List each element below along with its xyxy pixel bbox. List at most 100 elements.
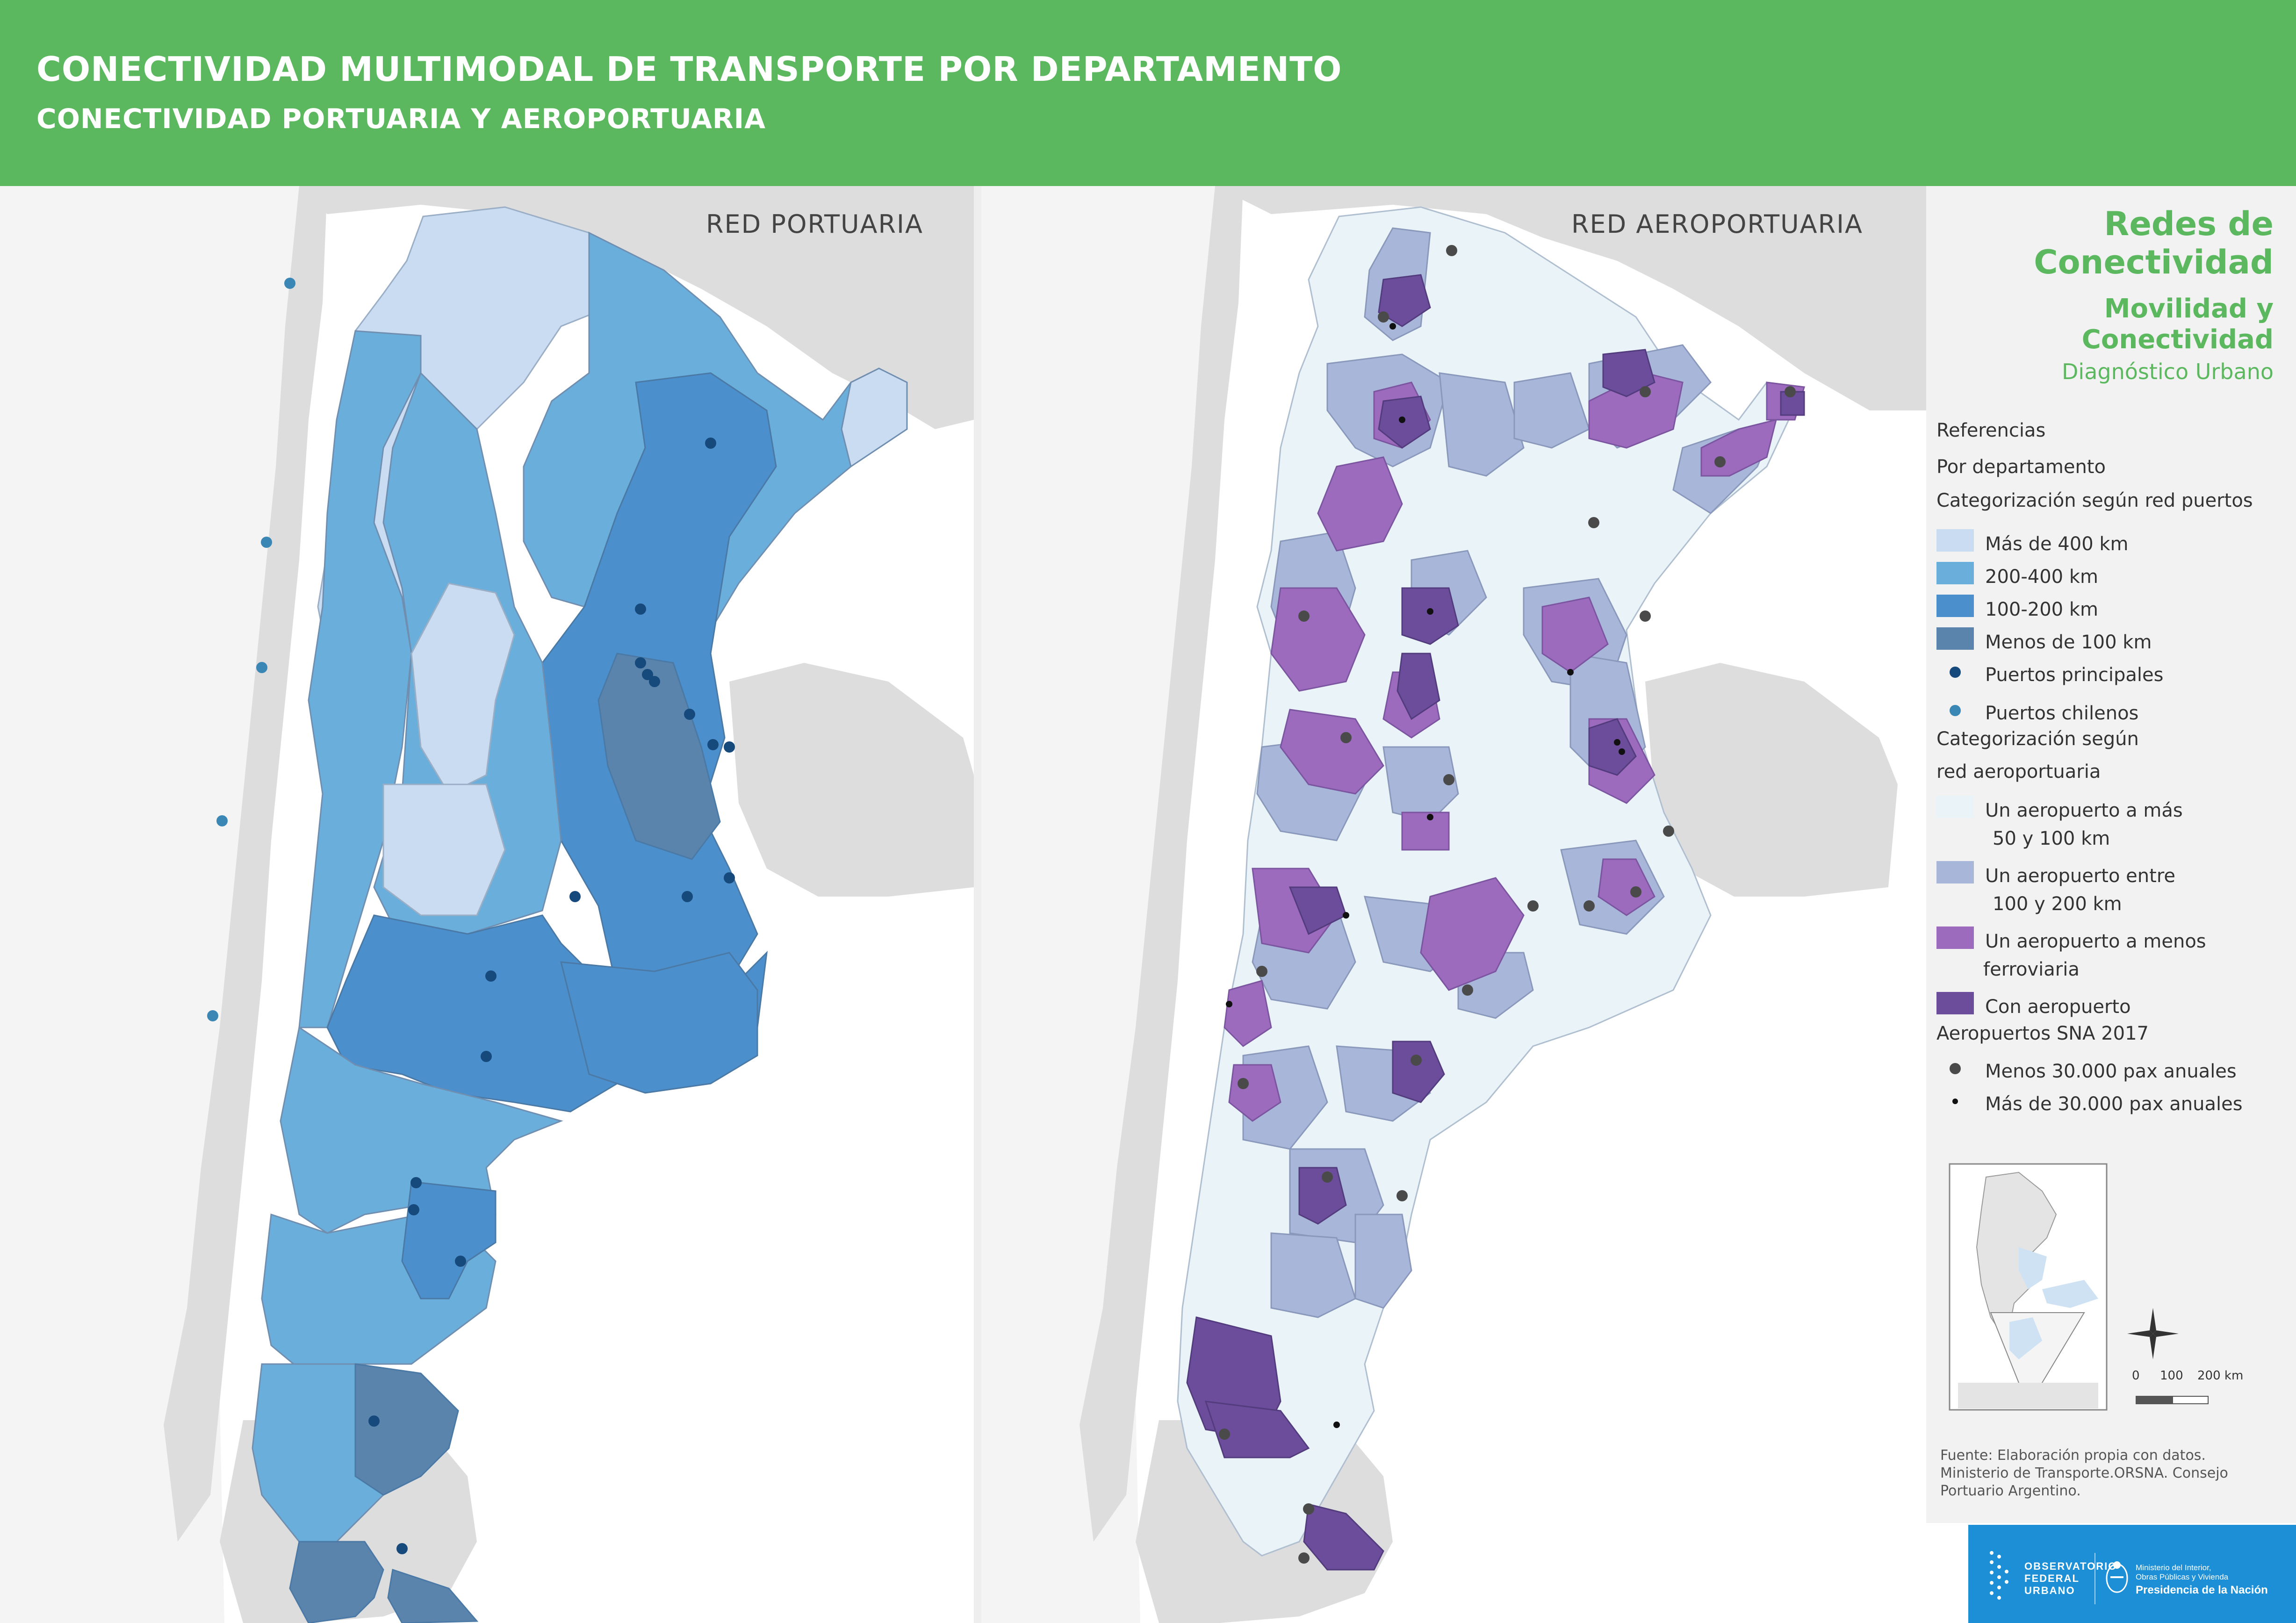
port-chile-dot-icon <box>1950 705 1961 716</box>
inset-sea-2 <box>2042 1280 2098 1308</box>
port-main-dot <box>481 1051 492 1062</box>
scale-label-0: 0 <box>2132 1369 2140 1383</box>
region-tdf-island <box>387 1569 479 1623</box>
inset-antarctic-peninsula <box>2009 1317 2042 1359</box>
airport-small-dot <box>1583 900 1595 912</box>
port-main-dot <box>408 1204 419 1215</box>
port-main-dot <box>684 709 695 720</box>
legend-title: Redes de Conectividad <box>2034 205 2274 281</box>
legend-swatch <box>1936 992 1974 1014</box>
airport-small-dot <box>1446 245 1457 256</box>
airport-small-dot <box>1219 1429 1230 1440</box>
legend-item-label-2: 100 y 200 km <box>1993 893 2122 915</box>
port-map-panel: RED PORTUARIA <box>0 186 974 1623</box>
neighbor-land-chile <box>0 186 327 1623</box>
scale-bar-dark <box>2136 1396 2172 1404</box>
observatorio-line-1: OBSERVATORIO <box>2024 1560 2117 1572</box>
airport-small-dot <box>1527 900 1539 912</box>
legend-item-label-2: 50 y 100 km <box>1993 828 2110 849</box>
airport-large-dot <box>1389 323 1396 330</box>
observatorio-name: OBSERVATORIO FEDERAL URBANO <box>2024 1560 2117 1597</box>
ministerio-name: Ministerio del Interior, Obras Públicas … <box>2136 1563 2228 1582</box>
airport-small-dot <box>1298 610 1310 622</box>
port-chile-dot <box>216 815 228 826</box>
legend-swatch <box>1936 627 1974 650</box>
airport-large-dots <box>1226 323 1625 1428</box>
airport-small-dot <box>1663 826 1674 837</box>
legend-swatch <box>1936 562 1974 584</box>
airport-large-dot <box>1427 814 1433 820</box>
air-region <box>1378 395 1431 449</box>
region-misiones <box>841 367 908 468</box>
air-region <box>1382 746 1459 823</box>
neighbor-land-north <box>1215 186 1926 410</box>
port-main-dot <box>368 1415 380 1427</box>
source-note: Fuente: Elaboración propia con datos. Mi… <box>1940 1447 2228 1499</box>
airport-small-dot <box>1785 386 1796 397</box>
airport-small-dot <box>1322 1171 1333 1183</box>
legend-item-label: Un aeropuerto a menos <box>1985 931 2206 952</box>
air-region <box>1354 1214 1412 1309</box>
legend-by-dept: Por departamento <box>1936 456 2106 478</box>
port-chile-dots <box>207 278 295 1021</box>
port-main-dot <box>455 1256 466 1267</box>
legend-item-label: Con aeropuerto <box>1985 996 2131 1018</box>
port-main-dots <box>368 438 735 1554</box>
air-region <box>1401 587 1459 645</box>
airport-small-dot <box>1378 311 1389 323</box>
air-region <box>1439 372 1525 477</box>
airport-small-dot <box>1340 732 1352 743</box>
air-region <box>1780 391 1805 416</box>
airport-small-dot-icon <box>1950 1063 1961 1074</box>
air-region <box>1303 1503 1384 1571</box>
air-region <box>1224 980 1272 1047</box>
port-main-dot-icon <box>1950 667 1961 678</box>
legend-item-label: 100-200 km <box>1985 599 2098 620</box>
legend-swatch <box>1936 595 1974 617</box>
legend-item-label: Un aeropuerto a más <box>1985 800 2183 821</box>
legend-panel: Redes de Conectividad Movilidad y Conect… <box>1926 186 2296 1523</box>
neighbor-land-uruguay <box>729 663 974 897</box>
footer-logos: OBSERVATORIO FEDERAL URBANO Ministerio d… <box>1968 1525 2296 1623</box>
scale-label-100: 100 <box>2160 1369 2183 1383</box>
airport-large-dot <box>1226 1001 1232 1007</box>
legend-item-label-2: ferroviaria <box>1983 959 2080 980</box>
inset-antarctica <box>1958 1383 2098 1408</box>
air-under-regions <box>1224 372 1805 1122</box>
port-main-dot <box>485 970 497 982</box>
airport-large-dot-icon <box>1952 1099 1958 1104</box>
port-chile-dot <box>256 662 267 673</box>
air-region <box>1270 587 1366 692</box>
legend-swatch <box>1936 796 1974 818</box>
port-main-dot <box>682 891 693 902</box>
airport-large-dot <box>1333 1422 1340 1428</box>
region-chubut-coast <box>401 1181 497 1300</box>
airport-small-dot <box>1443 774 1454 785</box>
air-region <box>1204 1400 1310 1458</box>
airport-small-dot <box>1298 1552 1310 1564</box>
scale-label-200: 200 km <box>2197 1369 2244 1383</box>
neighbor-land-chile-strip <box>164 186 327 1542</box>
region-santa-cruz-east <box>354 1363 459 1496</box>
air-region <box>1270 1232 1356 1318</box>
air-region <box>1598 858 1655 916</box>
inset-argentina <box>1976 1171 2057 1332</box>
legend-air-cat-1: Categorización según <box>1936 728 2139 750</box>
port-main-dot <box>705 438 716 449</box>
airport-large-dot <box>1343 912 1349 919</box>
neighbor-land-north <box>299 186 974 429</box>
scale-bar-light <box>2172 1396 2209 1404</box>
airport-small-dot <box>1238 1078 1249 1089</box>
air-region <box>1280 709 1384 795</box>
air-map-label: RED AEROPORTUARIA <box>1571 209 1863 239</box>
air-region <box>1513 372 1590 449</box>
port-main-dot <box>569 891 581 902</box>
air-region <box>1392 1041 1445 1103</box>
legend-item-label: Puertos principales <box>1985 664 2164 686</box>
legend-refs: Referencias <box>1936 420 2046 441</box>
airport-small-dot <box>1256 966 1267 977</box>
airport-small-dot <box>1714 456 1726 467</box>
page-subtitle: CONECTIVIDAD PORTUARIA Y AEROPORTUARIA <box>36 103 766 135</box>
airport-small-dot <box>1396 1190 1408 1201</box>
airport-large-dot <box>1567 669 1574 675</box>
